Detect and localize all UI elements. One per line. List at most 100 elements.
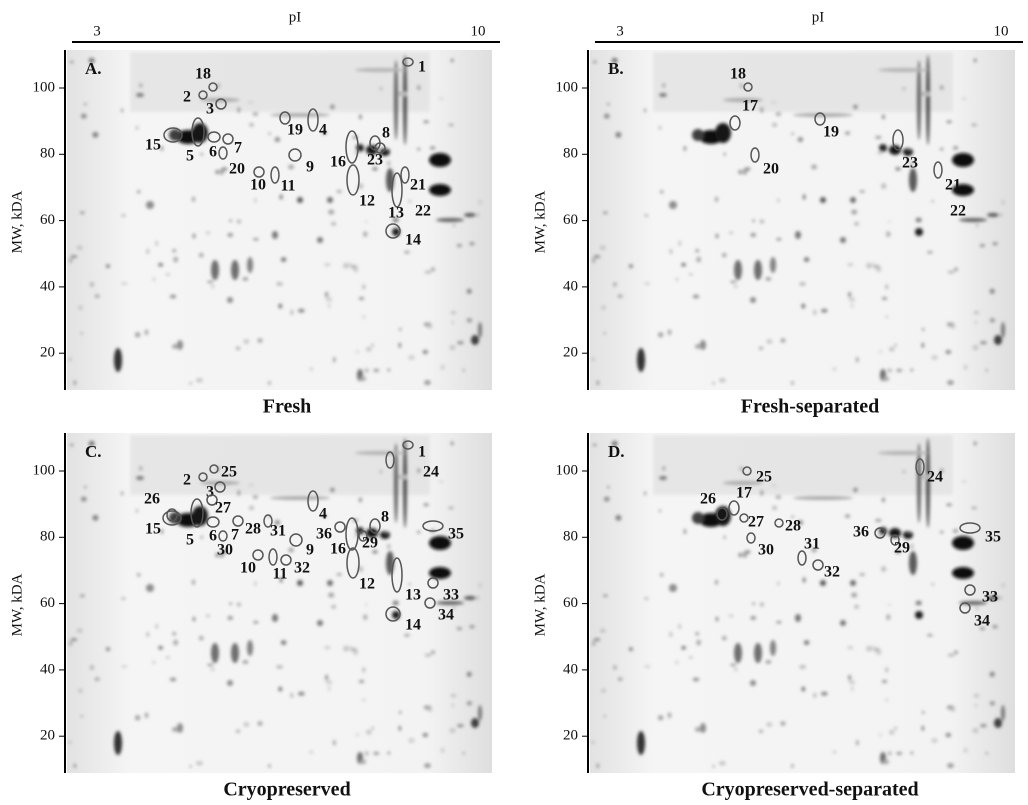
gel-spot [373, 369, 380, 372]
gel-spot [972, 344, 979, 351]
spot-outline [218, 146, 228, 160]
spot-label: 30 [758, 542, 774, 559]
gel-spot [362, 698, 365, 702]
gel-spot [600, 688, 606, 694]
spot-outline [391, 172, 403, 208]
spot-label: 34 [974, 613, 990, 630]
gel-spot [77, 305, 83, 311]
gel-spot [336, 573, 342, 576]
x-tick-label: 10 [994, 23, 1009, 39]
gel-spot [353, 649, 359, 656]
gel-spot [424, 705, 428, 710]
gel-spot [392, 600, 399, 606]
gel-spot [881, 183, 887, 190]
gel-spot [963, 747, 968, 753]
spot-outline [198, 472, 208, 482]
gel-spot [219, 168, 225, 175]
gel-spot [973, 310, 980, 315]
gel-spot [146, 201, 154, 209]
gel-spot [780, 721, 786, 726]
spot-label: 7 [234, 140, 242, 157]
gel-spot [359, 114, 362, 120]
spot-label: 9 [306, 159, 314, 176]
spot-outline [739, 513, 749, 523]
gel-spot [658, 509, 662, 513]
gel-spot [476, 212, 480, 217]
gel-spot [882, 497, 885, 503]
gel-spot [728, 231, 734, 235]
gel-spot [242, 277, 249, 281]
gel-spot [777, 581, 780, 586]
spot-outline [729, 115, 741, 131]
gel-spot [363, 231, 368, 237]
gel-spot [227, 680, 233, 686]
gel-spot [662, 83, 666, 88]
spot-label: 34 [438, 607, 454, 624]
gel-spot [386, 543, 391, 550]
spot-label: 19 [287, 122, 303, 139]
gel-spot [359, 297, 365, 300]
gel-spot [896, 369, 903, 372]
gel-spot [328, 592, 335, 598]
gel-spot [692, 677, 700, 682]
gel-spot [89, 281, 94, 288]
gel-spot [400, 475, 408, 480]
y-tick-label: 40 [563, 278, 578, 294]
gel-spot [450, 441, 454, 446]
gel-spot [380, 148, 390, 156]
gel-spot [192, 616, 196, 622]
gel-spot [365, 220, 368, 224]
gel-spot [659, 93, 667, 97]
spot-outline [890, 534, 900, 546]
gel-spot [612, 281, 617, 288]
gel-spot [270, 496, 330, 500]
spot-label: 18 [195, 66, 211, 83]
gel-image [67, 50, 492, 390]
gel-spot [400, 92, 408, 97]
gel-spot [1000, 582, 1006, 589]
gel-spot [198, 635, 204, 641]
gel-spot [362, 315, 365, 319]
gel-spot [878, 68, 928, 72]
spot-outline [206, 516, 220, 528]
gel-spot [252, 494, 259, 500]
gel-spot [952, 184, 974, 196]
gel-spot [364, 368, 370, 373]
gel-spot [972, 727, 979, 734]
gel-spot [205, 614, 211, 618]
gel-spot [331, 221, 336, 226]
gel-spot [776, 621, 782, 624]
gel-spot [158, 262, 164, 267]
gel-spot [363, 614, 368, 620]
gel-spot [882, 680, 888, 683]
y-tick-label: 80 [40, 529, 55, 545]
gel-spot [210, 284, 215, 289]
spot-label: 36 [853, 524, 869, 541]
gel-spot [195, 761, 203, 766]
spot-outline [190, 498, 204, 528]
spot-label: 31 [804, 536, 820, 553]
gel-spot [658, 126, 662, 130]
gel-spot [247, 484, 254, 487]
gel-spot [462, 752, 465, 755]
gel-spot [931, 738, 938, 743]
gel-spot [953, 650, 958, 655]
gel-spot [408, 200, 412, 203]
gel-spot [387, 368, 391, 372]
gel-spot [144, 329, 149, 336]
spot-label: 11 [280, 178, 295, 195]
gel-spot [791, 515, 794, 518]
spot-label: 26 [144, 491, 160, 508]
gel-spot [408, 583, 412, 586]
spot-outline [746, 532, 756, 544]
gel-spot [771, 122, 778, 128]
spot-outline [385, 451, 395, 469]
y-tick-label: 100 [33, 79, 56, 95]
gel-spot [879, 144, 887, 152]
spot-label: 4 [319, 506, 327, 523]
gel-spot [628, 264, 633, 269]
gel-spot [803, 257, 810, 262]
gel-spot [328, 302, 331, 309]
spot-outline [307, 490, 319, 512]
